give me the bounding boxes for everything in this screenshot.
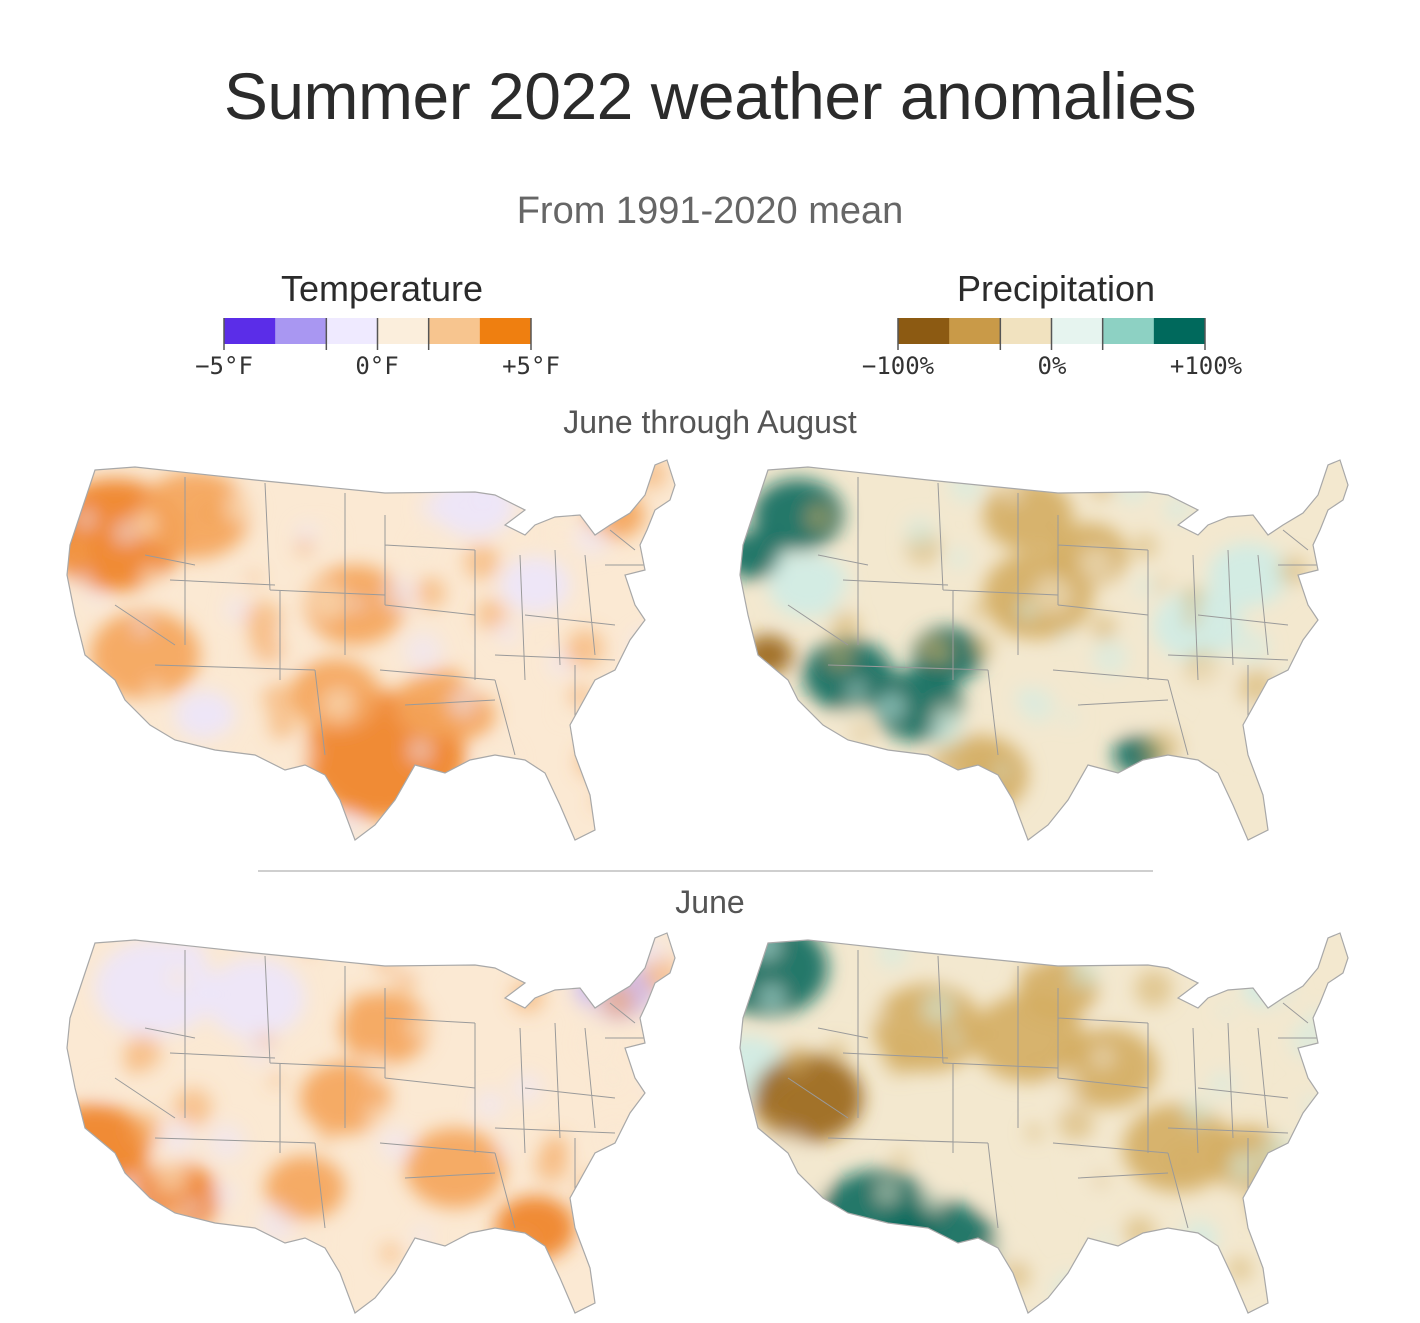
section-label-summer: June through August: [563, 404, 857, 440]
temperature-tick-zero: 0°F: [355, 352, 398, 380]
state-borders: [787, 477, 1318, 756]
temperature-tick-min: −5°F: [195, 352, 253, 380]
chart-title: Summer 2022 weather anomalies: [223, 59, 1197, 133]
temperature-swatch-2: [275, 318, 327, 344]
precipitation-map-june: [739, 932, 1349, 1314]
precipitation-swatch-4: [1051, 318, 1104, 344]
temperature-swatch-6: [479, 318, 532, 344]
precipitation-swatch-6: [1153, 318, 1206, 344]
temperature-swatch-1: [224, 318, 276, 344]
state-borders: [114, 950, 645, 1229]
section-divider: [258, 870, 1153, 872]
us-outline: [739, 459, 1349, 841]
temperature-swatch-3: [326, 318, 378, 344]
precipitation-swatch-3: [1000, 318, 1052, 344]
temperature-map-june: [66, 932, 676, 1314]
precipitation-map-summer: [739, 459, 1349, 841]
map-land-fill: [67, 460, 675, 840]
anomaly-field: [67, 460, 668, 840]
temperature-tick-max: +5°F: [502, 352, 560, 380]
precipitation-swatch-5: [1102, 318, 1155, 344]
precipitation-legend: Precipitation −100% 0% +100%: [846, 268, 1266, 384]
temperature-map-summer: [66, 459, 676, 841]
temperature-swatch-5: [428, 318, 481, 344]
temperature-legend: Temperature −5°F 0°F +5°F: [172, 268, 592, 384]
precipitation-swatch-1: [898, 318, 950, 344]
temperature-legend-title: Temperature: [280, 268, 484, 309]
temperature-scale: −5°F 0°F +5°F: [195, 318, 560, 380]
precipitation-legend-title: Precipitation: [956, 268, 1156, 309]
us-outline: [66, 459, 676, 841]
chart-subtitle: From 1991-2020 mean: [516, 190, 904, 232]
precipitation-scale: −100% 0% +100%: [862, 318, 1243, 380]
state-borders: [787, 950, 1318, 1229]
section-label-june: June: [675, 884, 745, 920]
precipitation-swatch-2: [949, 318, 1001, 344]
precipitation-tick-max: +100%: [1170, 352, 1243, 380]
temperature-swatch-4: [377, 318, 430, 344]
precipitation-tick-min: −100%: [862, 352, 935, 380]
precipitation-tick-zero: 0%: [1038, 352, 1067, 380]
state-borders: [114, 477, 645, 756]
